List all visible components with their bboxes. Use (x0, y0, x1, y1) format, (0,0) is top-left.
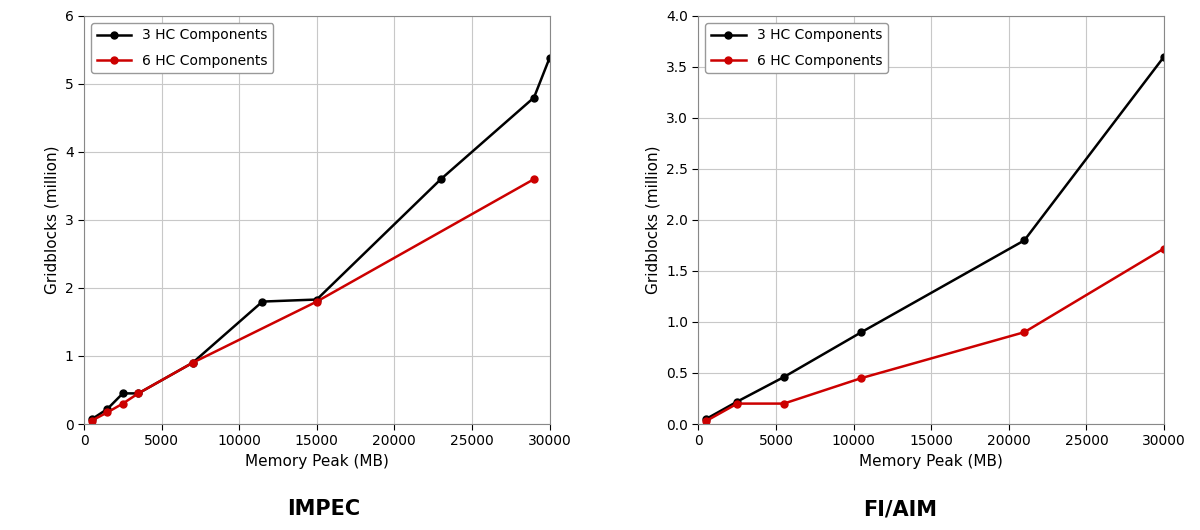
3 HC Components (730, 399, 744, 405)
3 HC Components (310, 296, 324, 303)
3 HC Components (776, 374, 791, 380)
6 HC Components (131, 390, 145, 396)
6 HC Components (84, 418, 98, 424)
3 HC Components (700, 416, 714, 422)
6 HC Components (100, 409, 114, 416)
X-axis label: Memory Peak (MB): Memory Peak (MB) (859, 454, 1003, 469)
Line: 6 HC Components: 6 HC Components (703, 245, 1168, 425)
3 HC Components (433, 176, 448, 182)
Y-axis label: Gridblocks (million): Gridblocks (million) (646, 146, 660, 294)
3 HC Components (84, 416, 98, 422)
6 HC Components (700, 418, 714, 424)
6 HC Components (776, 401, 791, 407)
6 HC Components (730, 401, 744, 407)
6 HC Components (115, 401, 130, 407)
Legend: 3 HC Components, 6 HC Components: 3 HC Components, 6 HC Components (91, 23, 274, 73)
Y-axis label: Gridblocks (million): Gridblocks (million) (44, 146, 59, 294)
6 HC Components (186, 360, 200, 366)
3 HC Components (542, 55, 557, 61)
3 HC Components (115, 390, 130, 396)
3 HC Components (1157, 54, 1171, 60)
6 HC Components (854, 375, 869, 381)
3 HC Components (100, 406, 114, 412)
6 HC Components (1157, 245, 1171, 252)
6 HC Components (527, 176, 541, 182)
3 HC Components (527, 94, 541, 101)
6 HC Components (310, 298, 324, 305)
3 HC Components (1018, 237, 1032, 244)
Legend: 3 HC Components, 6 HC Components: 3 HC Components, 6 HC Components (706, 23, 888, 73)
Line: 6 HC Components: 6 HC Components (89, 175, 538, 424)
3 HC Components (256, 298, 270, 305)
X-axis label: Memory Peak (MB): Memory Peak (MB) (245, 454, 389, 469)
Text: IMPEC: IMPEC (288, 499, 360, 519)
3 HC Components (131, 390, 145, 396)
6 HC Components (1018, 329, 1032, 335)
Line: 3 HC Components: 3 HC Components (703, 53, 1168, 422)
Line: 3 HC Components: 3 HC Components (89, 55, 553, 423)
Text: FI/AIM: FI/AIM (863, 499, 937, 519)
3 HC Components (186, 360, 200, 366)
3 HC Components (854, 329, 869, 335)
